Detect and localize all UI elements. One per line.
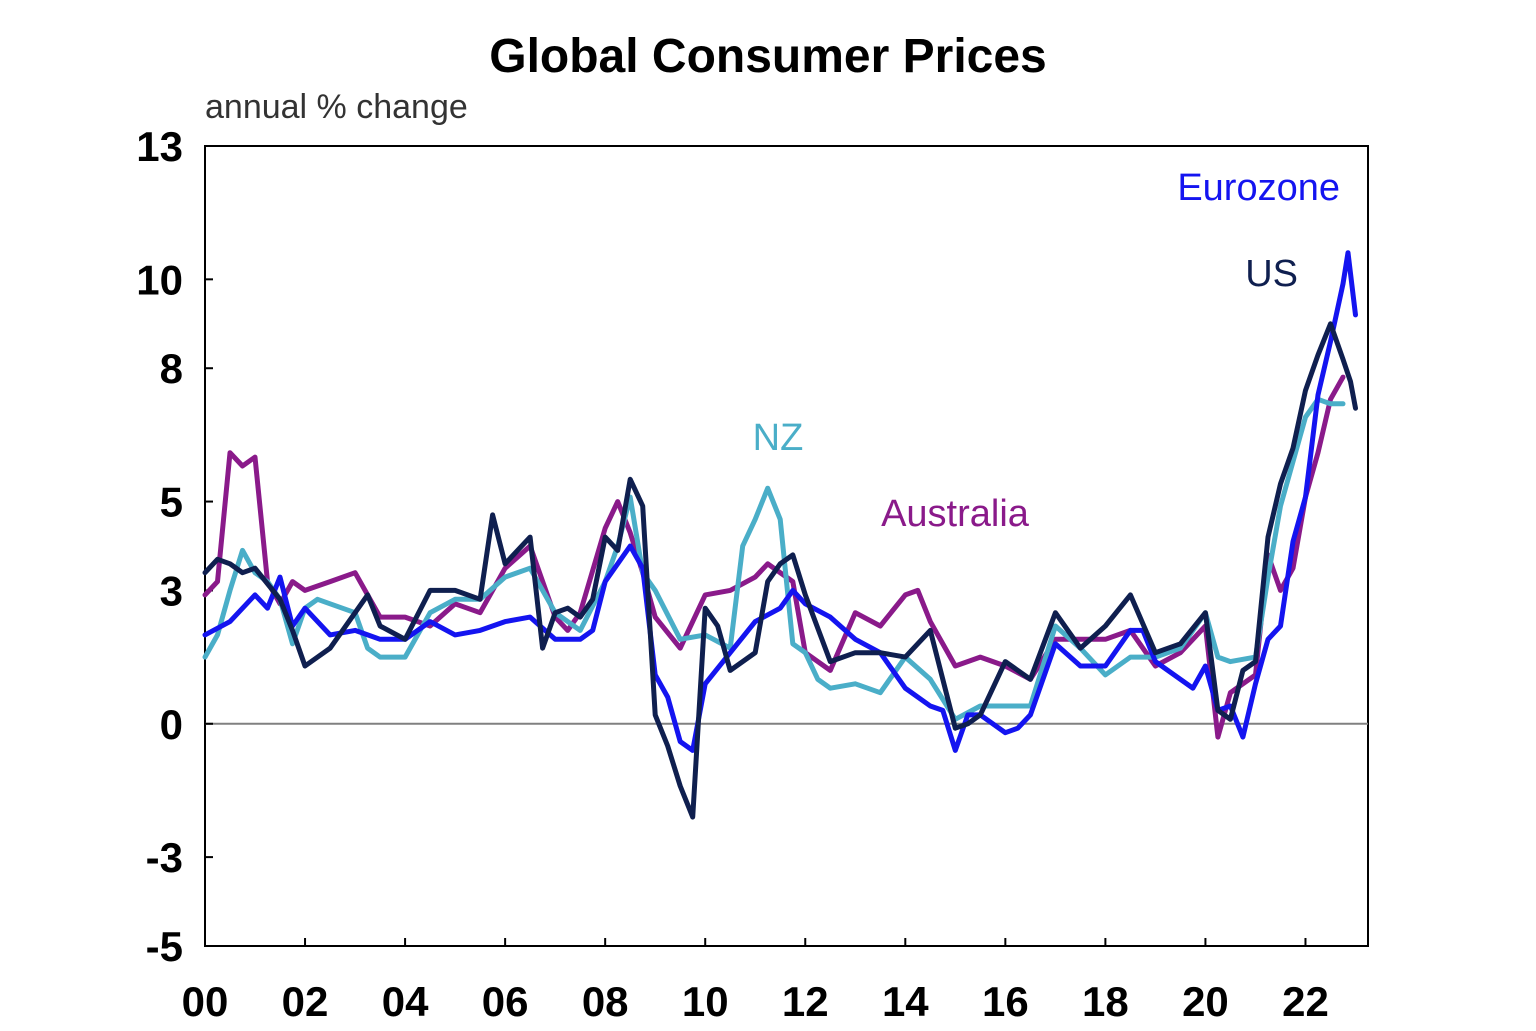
plot-frame — [204, 145, 1369, 947]
series-line-eurozone — [202, 250, 1358, 753]
y-tick-label: 13 — [136, 123, 183, 170]
x-tick-label: 14 — [882, 978, 929, 1025]
series-line-us — [202, 321, 1358, 820]
x-tick-label: 12 — [782, 978, 829, 1025]
y-tick-label: 8 — [160, 345, 183, 392]
y-tick-label: -5 — [146, 923, 183, 970]
y-axis-label: annual % change — [205, 88, 468, 126]
y-tick-label: 0 — [160, 701, 183, 748]
x-tick-label: 10 — [682, 978, 729, 1025]
chart-title: Global Consumer Prices — [489, 30, 1047, 83]
x-tick-label: 20 — [1182, 978, 1229, 1025]
x-tick-label: 18 — [1082, 978, 1129, 1025]
series-line-australia — [202, 374, 1346, 740]
y-tick-label: 5 — [160, 479, 183, 526]
x-tick-label: 22 — [1282, 978, 1329, 1025]
series-layer — [202, 250, 1358, 820]
x-tick-label: 08 — [582, 978, 629, 1025]
x-tick-label: 04 — [382, 978, 429, 1025]
series-label-eurozone: Eurozone — [1177, 167, 1340, 209]
x-axis: 00 02 04 06 08 10 12 14 16 18 20 22 — [182, 938, 1329, 1025]
x-tick-label: 16 — [982, 978, 1029, 1025]
x-tick-label: 02 — [282, 978, 329, 1025]
y-tick-label: 3 — [160, 567, 183, 614]
y-tick-label: 10 — [136, 256, 183, 303]
series-label-nz: NZ — [753, 417, 804, 459]
x-tick-label: 00 — [182, 978, 229, 1025]
series-label-us: US — [1245, 253, 1298, 295]
series-label-australia: Australia — [881, 493, 1030, 535]
y-axis: 13 10 8 5 3 0 -3 -5 — [136, 123, 213, 970]
y-tick-label: -3 — [146, 834, 183, 881]
x-tick-label: 06 — [482, 978, 529, 1025]
